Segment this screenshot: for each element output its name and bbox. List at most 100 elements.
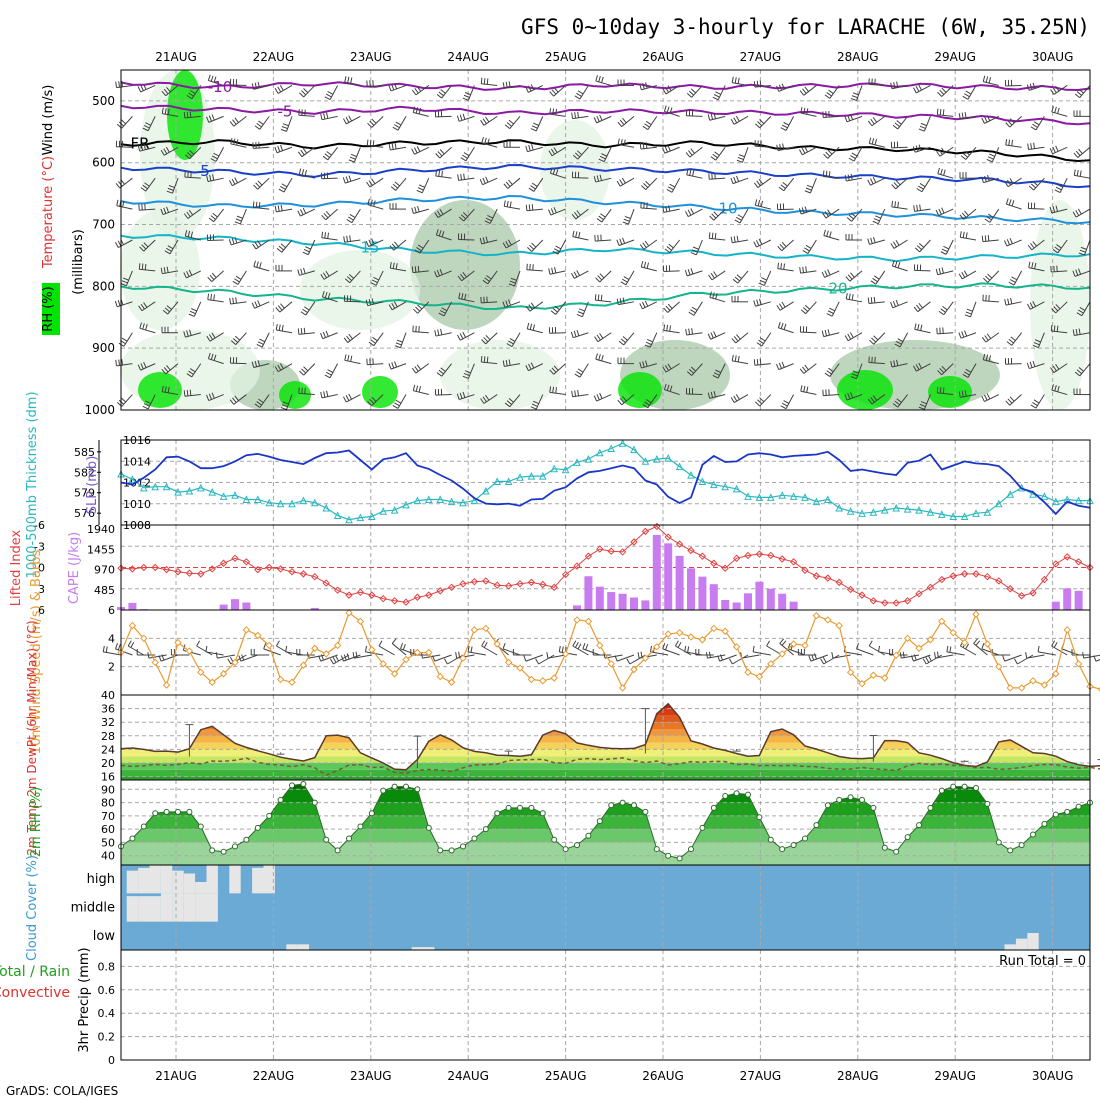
wind-speed-point bbox=[607, 660, 615, 668]
wind-barb bbox=[668, 243, 674, 249]
wind-barb bbox=[799, 267, 802, 274]
wind-barb bbox=[825, 208, 840, 219]
wind-barb bbox=[642, 142, 645, 149]
wind-barb bbox=[352, 652, 355, 659]
thickness-tick: 585 bbox=[74, 446, 95, 459]
wind-speed-line bbox=[120, 611, 1100, 690]
wind-barb bbox=[394, 345, 401, 349]
wind-barb bbox=[961, 212, 967, 218]
wind-barb bbox=[321, 215, 327, 221]
wind-barb bbox=[549, 91, 555, 97]
wind-barb bbox=[755, 123, 761, 129]
wind-barb bbox=[502, 242, 507, 249]
wind-barb bbox=[641, 266, 657, 272]
wind-barb bbox=[320, 654, 324, 661]
wind-barb bbox=[561, 646, 564, 653]
wind-barb bbox=[640, 651, 643, 658]
lifted-index-point bbox=[835, 578, 843, 587]
lifted-index-point bbox=[254, 565, 262, 574]
wind-barb bbox=[462, 375, 469, 379]
wind-barb bbox=[185, 235, 201, 241]
wind-barb bbox=[847, 115, 851, 121]
temp-band bbox=[121, 729, 1090, 736]
wind-barb bbox=[439, 209, 444, 215]
wind-barb bbox=[344, 354, 347, 361]
wind-barb bbox=[1027, 143, 1030, 150]
wind-barb bbox=[667, 85, 672, 92]
wind-barb bbox=[115, 643, 119, 650]
cloud-axis-label: Cloud Cover (%) bbox=[25, 855, 40, 961]
wind-barb bbox=[505, 239, 521, 249]
slp-point bbox=[379, 507, 388, 515]
wind-barb bbox=[985, 275, 991, 281]
lifted-index-point bbox=[550, 583, 558, 592]
wind-speed-point bbox=[1052, 670, 1060, 678]
lifted-index-point bbox=[846, 585, 855, 594]
wind-barb bbox=[550, 310, 557, 315]
rh-point bbox=[300, 780, 307, 787]
slp-point bbox=[664, 453, 673, 462]
wind-barb bbox=[119, 177, 133, 189]
wind-barb bbox=[435, 153, 441, 159]
wind-barb bbox=[1051, 384, 1054, 391]
wind-barb bbox=[663, 330, 680, 334]
wind-barb bbox=[897, 116, 908, 130]
slp-point bbox=[424, 495, 433, 503]
wind-barb bbox=[395, 121, 402, 126]
wind-barb bbox=[1028, 208, 1045, 210]
wind-barb bbox=[1034, 339, 1041, 343]
rh-point bbox=[870, 804, 877, 811]
wind-barb bbox=[234, 395, 239, 402]
date-label-bottom: 29AUG bbox=[934, 1069, 976, 1083]
wind-barb bbox=[274, 88, 279, 94]
wind-barb bbox=[549, 113, 566, 117]
lifted-index-point bbox=[208, 565, 216, 573]
wind-barb bbox=[329, 363, 339, 378]
wind-barb bbox=[892, 241, 897, 248]
lifted-tick: -6 bbox=[34, 519, 45, 532]
slp-point bbox=[869, 508, 878, 516]
wind-barb bbox=[1049, 148, 1054, 154]
wind-barb bbox=[574, 112, 577, 119]
wind-barb bbox=[825, 170, 828, 177]
wind-barb bbox=[549, 108, 552, 115]
wind-barb bbox=[982, 75, 986, 82]
wind-speed-point bbox=[938, 617, 946, 626]
wind-barb bbox=[368, 341, 375, 347]
wind-barb bbox=[827, 310, 834, 314]
rh-shading bbox=[440, 340, 560, 410]
wind-barb bbox=[684, 645, 687, 652]
wind-barb bbox=[641, 84, 657, 91]
lifted-index-point bbox=[653, 522, 661, 531]
wind-barb bbox=[824, 270, 840, 278]
wind-barb bbox=[643, 183, 649, 188]
wind-barb bbox=[961, 390, 964, 397]
wind-barb bbox=[253, 184, 259, 190]
wind-barb bbox=[1050, 325, 1053, 332]
temp-band bbox=[121, 776, 1090, 780]
wind-barb bbox=[209, 274, 215, 280]
wind-barb bbox=[347, 332, 361, 343]
wind-barb bbox=[188, 209, 194, 216]
wind-barb bbox=[233, 115, 247, 127]
wind-barb bbox=[253, 266, 270, 272]
date-label-bottom: 22AUG bbox=[253, 1069, 295, 1083]
wind-barb bbox=[143, 83, 147, 90]
wind-barb bbox=[186, 211, 191, 218]
wind-barb bbox=[713, 211, 719, 217]
wind-barb bbox=[1027, 244, 1033, 251]
wind-barb bbox=[365, 299, 369, 306]
wind-barb bbox=[779, 301, 794, 311]
wind-barb bbox=[533, 177, 544, 192]
wind-barb bbox=[753, 182, 759, 188]
wind-barb bbox=[738, 154, 745, 158]
wind-barb bbox=[147, 394, 156, 410]
wind-barb bbox=[435, 229, 439, 236]
wind-barb bbox=[483, 78, 486, 85]
wind-barb bbox=[756, 80, 759, 87]
wind-barb bbox=[411, 148, 415, 155]
wind-barb bbox=[434, 330, 437, 337]
wind-barb bbox=[778, 327, 794, 334]
wind-barb bbox=[509, 280, 516, 284]
wind-barb bbox=[206, 335, 211, 342]
